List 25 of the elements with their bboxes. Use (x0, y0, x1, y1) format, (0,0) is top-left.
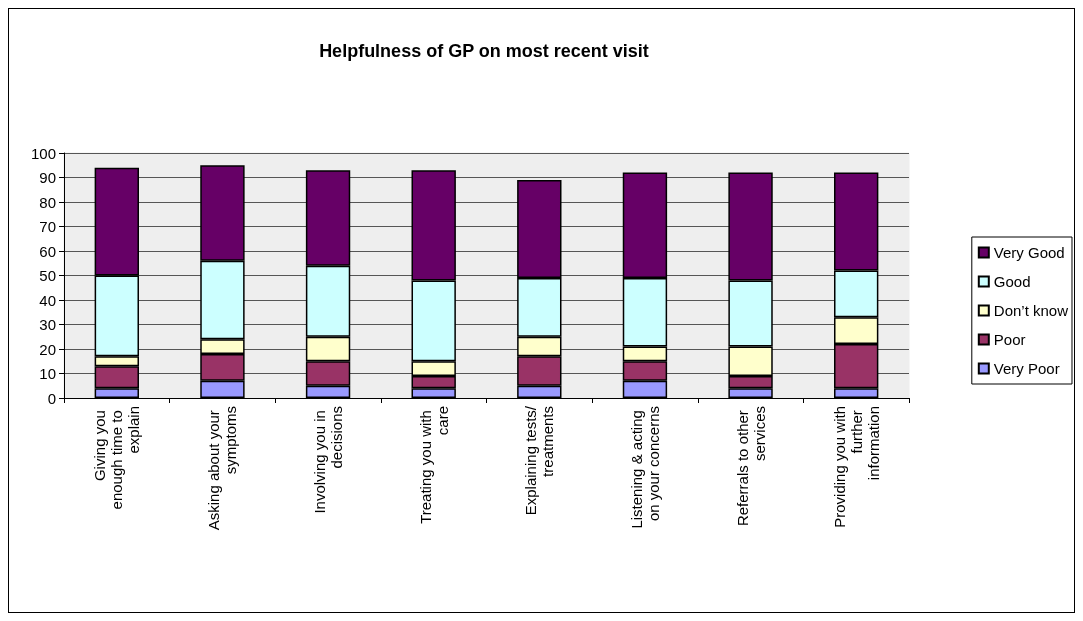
y-tick-label: 20 (39, 340, 56, 358)
x-tick-label: Treating you with care (416, 406, 451, 524)
y-tick-label: 100 (30, 144, 56, 162)
legend-label: Good (993, 273, 1031, 290)
legend-label: Don’t know (993, 302, 1069, 319)
x-tick-label: Referrals to other services (733, 406, 768, 527)
y-tick-label: 70 (39, 218, 56, 235)
x-tick-label: Involving you in decisions (311, 406, 346, 514)
legend-label: Very Good (993, 244, 1065, 261)
x-tick-label: Giving you enough time to explain (91, 406, 143, 510)
x-tick-label: Asking about your symptoms (205, 406, 240, 531)
chart-title: Helpfulness of GP on most recent visit (319, 41, 649, 61)
y-tick-label: 50 (39, 267, 56, 284)
y-tick-label: 80 (39, 193, 56, 211)
y-tick-label: 90 (39, 169, 56, 186)
y-tick-label: 0 (47, 389, 56, 407)
y-tick-label: 10 (39, 365, 56, 382)
legend-label: Very Poor (993, 360, 1060, 377)
legend-label: Poor (993, 331, 1026, 348)
y-tick-label: 40 (39, 291, 56, 309)
x-tick-label: Explaining tests/treatments (522, 405, 557, 516)
x-tick-label: Listening & acting on your concerns (627, 406, 662, 529)
y-tick-label: 60 (39, 242, 56, 260)
x-tick-label: Providing you with further information (830, 406, 882, 528)
y-tick-label: 30 (39, 316, 56, 333)
